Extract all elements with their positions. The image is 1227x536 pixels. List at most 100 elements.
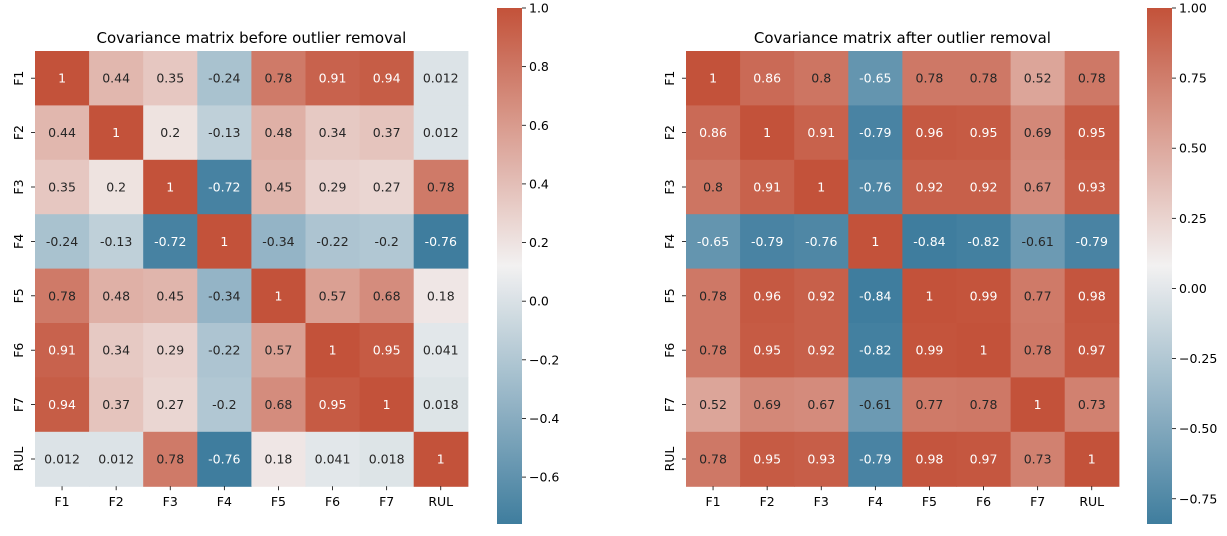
cell-label: 0.041: [423, 343, 459, 358]
cell-label: 0.67: [1024, 180, 1052, 195]
y-tick-label: F5: [11, 288, 26, 303]
heatmap-cell: [848, 105, 903, 161]
heatmap-cell: [740, 159, 795, 215]
heatmap-cell: [740, 323, 795, 378]
cell-label: 0.67: [807, 397, 835, 412]
cell-label: 0.78: [699, 343, 727, 358]
heatmap-cell: [794, 51, 849, 106]
cell-label: -0.79: [1076, 234, 1108, 249]
cell-label: 0.2: [106, 180, 126, 195]
cell-label: 0.73: [1078, 397, 1106, 412]
colorbar-tick-label: −0.75: [1179, 491, 1217, 506]
cell-label: 1: [274, 288, 282, 303]
heatmap-cell: [686, 159, 741, 215]
chart-title: Covariance matrix after outlier removal: [754, 29, 1051, 47]
y-tick-label: F1: [11, 71, 26, 86]
cell-label: 0.35: [156, 71, 184, 86]
heatmap-cell: [305, 323, 361, 378]
cell-label: 0.97: [1078, 343, 1106, 358]
cell-label: 1: [980, 343, 988, 358]
cell-label: 1: [112, 125, 120, 140]
heatmap-cell: [251, 214, 307, 270]
x-tick-label: F2: [760, 494, 775, 509]
heatmap-cell: [848, 51, 903, 106]
cell-label: 0.018: [423, 397, 459, 412]
heatmap-cell: [197, 159, 252, 215]
heatmap-cell: [143, 51, 198, 106]
heatmap-cell: [794, 159, 849, 215]
heatmap-cell: [89, 431, 144, 487]
x-tick-label: F5: [271, 494, 286, 509]
heatmap-cell: [902, 323, 958, 378]
cell-label: -0.79: [751, 234, 783, 249]
colorbar-tick-label: 0.25: [1179, 211, 1207, 226]
cell-label: -0.82: [967, 234, 999, 249]
heatmap-cell: [89, 377, 144, 433]
cell-label: 0.96: [916, 125, 944, 140]
heatmap-cell: [848, 268, 903, 324]
heatmap-cell: [794, 105, 849, 161]
cell-label: 1: [166, 180, 174, 195]
heatmap-cell: [413, 431, 469, 487]
cell-label: 0.93: [807, 452, 835, 467]
heatmap-cell: [740, 377, 795, 433]
heatmap-cell: [143, 105, 198, 161]
cell-label: -0.65: [697, 234, 729, 249]
heatmap-cell: [35, 431, 90, 487]
heatmap-cell: [143, 214, 198, 270]
y-tick-label: RUL: [11, 447, 26, 472]
heatmap-cell: [305, 268, 361, 324]
cell-label: 0.95: [753, 452, 781, 467]
cell-label: -0.79: [859, 125, 891, 140]
x-tick-label: F6: [976, 494, 991, 509]
x-tick-label: F7: [1030, 494, 1045, 509]
x-tick-label: RUL: [428, 494, 453, 509]
x-tick-label: F6: [325, 494, 340, 509]
cell-label: -0.22: [208, 343, 240, 358]
cell-label: 0.94: [373, 71, 401, 86]
cell-label: 0.77: [916, 397, 944, 412]
cell-label: 0.78: [1078, 71, 1106, 86]
heatmap-cell: [686, 268, 741, 324]
cell-label: -0.34: [208, 288, 240, 303]
cell-label: 0.012: [44, 452, 80, 467]
heatmap-cell: [197, 214, 252, 270]
cell-label: 1: [925, 288, 933, 303]
cell-label: 0.34: [102, 343, 130, 358]
heatmap-cell: [1010, 159, 1066, 215]
y-tick-label: RUL: [662, 447, 677, 472]
heatmap-cell: [197, 377, 252, 433]
cell-label: 0.012: [423, 71, 459, 86]
cell-label: -0.76: [425, 234, 457, 249]
y-tick-label: F7: [662, 397, 677, 412]
cell-label: 0.78: [48, 288, 76, 303]
heatmap-cell: [956, 51, 1012, 106]
heatmap-cell: [413, 214, 469, 270]
cell-label: 0.8: [811, 71, 831, 86]
heatmap-cell: [794, 214, 849, 270]
cell-label: 0.77: [1024, 288, 1052, 303]
heatmap-cell: [359, 323, 415, 378]
heatmap-cell: [413, 51, 469, 106]
cell-label: -0.22: [316, 234, 348, 249]
cell-label: 0.91: [319, 71, 347, 86]
colorbar-tick-label: −0.6: [529, 470, 559, 485]
heatmap-cell: [305, 377, 361, 433]
heatmap-cell: [686, 214, 741, 270]
y-tick-label: F3: [662, 179, 677, 194]
cell-label: -0.84: [859, 288, 891, 303]
y-tick-label: F7: [11, 397, 26, 412]
heatmap-cell: [848, 159, 903, 215]
heatmap-cell: [794, 377, 849, 433]
heatmap-cell: [1064, 214, 1120, 270]
heatmap-cell: [35, 268, 90, 324]
cell-label: 0.37: [373, 125, 401, 140]
x-tick-label: F1: [705, 494, 720, 509]
y-tick-label: F4: [11, 234, 26, 249]
cell-label: 0.44: [48, 125, 76, 140]
heatmap-cell: [35, 377, 90, 433]
cell-label: 0.8: [703, 180, 723, 195]
cell-label: -0.76: [859, 180, 891, 195]
colorbar-tick-label: 0.0: [529, 294, 549, 309]
cell-label: -0.76: [805, 234, 837, 249]
